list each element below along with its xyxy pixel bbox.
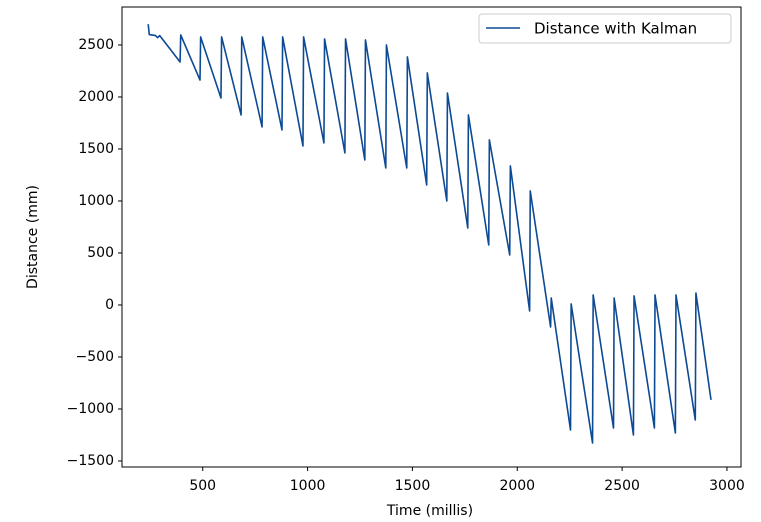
x-tick-label: 500 — [189, 478, 216, 494]
y-tick-label: −500 — [76, 349, 114, 365]
y-tick-label: 2500 — [78, 37, 114, 53]
y-tick-label: 1500 — [78, 141, 114, 157]
legend-label: Distance with Kalman — [534, 20, 697, 38]
x-tick-label: 3000 — [709, 478, 745, 494]
x-axis-label: Time (millis) — [386, 503, 473, 519]
plot-frame — [121, 6, 742, 468]
x-tick-label: 1500 — [395, 478, 431, 494]
y-tick-label: 0 — [105, 297, 114, 313]
x-tick-label: 2500 — [604, 478, 640, 494]
y-tick-label: 1000 — [78, 193, 114, 209]
y-axis-label: Distance (mm) — [25, 185, 41, 289]
data-line — [147, 24, 712, 444]
y-tick-label: 2000 — [78, 89, 114, 105]
y-tick-label: −1000 — [67, 401, 114, 417]
legend-box — [478, 13, 732, 44]
x-tick-label: 2000 — [499, 478, 535, 494]
y-tick-label: 500 — [87, 245, 114, 261]
x-tick-label: 1000 — [290, 478, 326, 494]
y-tick-label: −1500 — [67, 453, 114, 469]
